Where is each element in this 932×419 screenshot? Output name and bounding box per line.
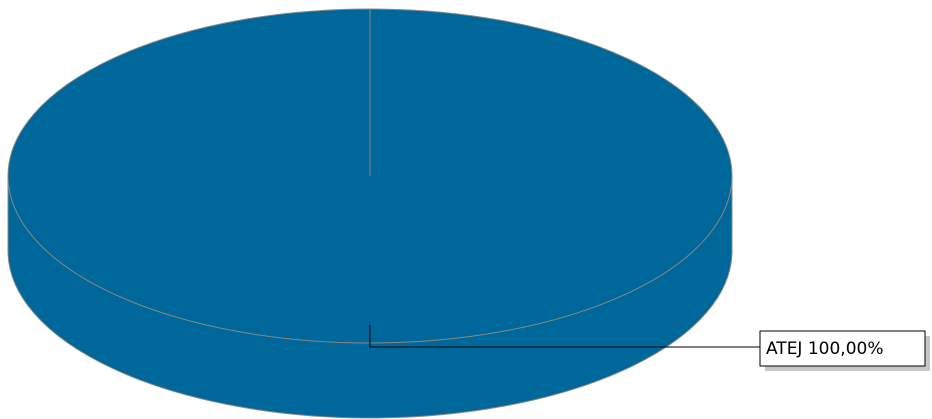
data-label: ATEJ 100,00% xyxy=(766,339,884,359)
label-box xyxy=(759,330,926,367)
category-label: ATEJ xyxy=(766,339,802,359)
value-label: 100,00% xyxy=(808,339,884,359)
leader-line xyxy=(369,325,760,348)
